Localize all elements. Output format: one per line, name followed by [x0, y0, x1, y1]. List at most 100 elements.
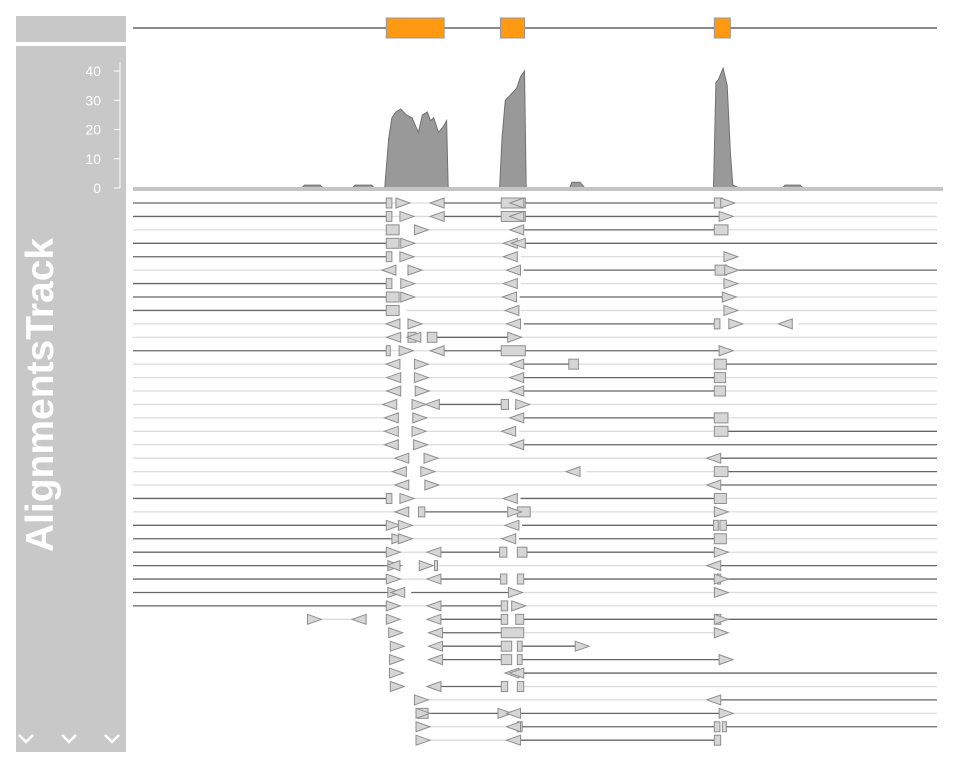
read-row [133, 465, 937, 478]
read-arrow-left [705, 694, 722, 706]
read-arrow-right [497, 707, 514, 720]
read-arrow-right [413, 371, 430, 384]
read-row [133, 331, 937, 344]
read-arrow-left [500, 533, 517, 545]
read-arrow-left [425, 546, 442, 558]
read-block [713, 734, 722, 746]
read-arrow-right [713, 573, 730, 585]
read-block [500, 680, 509, 692]
gene-track-title-panel [16, 16, 126, 42]
read-arrow-left [501, 251, 518, 263]
read-arrow-left [382, 425, 399, 438]
read-arrow-left [508, 412, 525, 424]
read-block [713, 425, 729, 437]
read-block [417, 506, 426, 518]
read-arrow-left [393, 452, 410, 464]
read-block [516, 680, 525, 692]
read-block [500, 600, 509, 612]
read-block [385, 197, 393, 209]
read-block [568, 358, 579, 370]
read-arrow-right [389, 680, 406, 693]
read-arrow-left [508, 358, 525, 370]
read-row [133, 237, 937, 249]
read-block [385, 345, 391, 357]
read-row [389, 640, 591, 652]
read-arrow-left [705, 559, 722, 572]
alignments-track-title-panel [16, 46, 126, 752]
gene-model [133, 17, 937, 39]
read-arrow-right [385, 600, 402, 612]
read-arrow-left [508, 371, 525, 384]
read-arrow-left [705, 479, 722, 491]
read-arrow-left [428, 197, 445, 209]
read-arrow-right [413, 439, 430, 451]
read-row [133, 251, 740, 263]
read-row [133, 277, 937, 290]
read-arrow-left [505, 707, 522, 720]
read-arrow-left [428, 210, 445, 223]
read-arrow-right [306, 613, 323, 626]
read-row [413, 694, 937, 706]
read-arrow-left [427, 640, 444, 652]
read-arrow-left [503, 304, 520, 317]
read-row [133, 264, 937, 276]
read-arrow-right [407, 318, 424, 330]
y-tick-label: 30 [85, 92, 101, 108]
read-row [133, 210, 937, 223]
read-arrow-left [508, 385, 525, 397]
read-arrow-left [501, 277, 518, 290]
read-arrow-left [508, 197, 525, 209]
read-arrow-right [728, 318, 745, 330]
chevron-down-icon[interactable] [102, 728, 122, 748]
read-block [713, 372, 727, 384]
y-tick-label: 0 [93, 180, 101, 196]
read-row [133, 345, 937, 357]
read-row [133, 479, 937, 491]
read-arrow-right [414, 385, 431, 397]
read-arrow-left [508, 667, 525, 679]
read-block [385, 304, 400, 316]
read-block [516, 546, 528, 558]
read-arrow-right [511, 600, 528, 612]
read-block [385, 278, 393, 290]
read-arrow-right [399, 492, 416, 505]
coverage-axis: 0 10 20 30 40 [85, 62, 121, 196]
read-arrow-left [505, 734, 522, 746]
read-arrow-right [398, 345, 415, 357]
read-block [713, 385, 727, 397]
gene-exon [385, 17, 445, 39]
read-arrow-right [413, 694, 430, 706]
read-row [133, 371, 937, 384]
read-arrow-left [508, 210, 525, 223]
read-row [133, 385, 937, 397]
read-block [713, 224, 729, 236]
read-arrow-right [713, 627, 730, 639]
read-row [133, 452, 937, 464]
read-arrow-right [389, 640, 406, 652]
read-row [415, 721, 937, 733]
read-arrow-right [411, 398, 428, 411]
read-arrow-left [427, 627, 444, 639]
read-block [500, 398, 509, 410]
read-arrow-left [508, 439, 525, 451]
chevron-down-icon[interactable] [59, 728, 79, 748]
read-arrow-right [515, 398, 532, 411]
read-row [133, 304, 937, 317]
read-row [133, 492, 937, 505]
read-block [516, 573, 525, 585]
y-tick-label: 40 [85, 63, 101, 79]
read-arrow-left [501, 291, 518, 303]
alignments-reads [133, 197, 937, 746]
read-row [133, 546, 937, 558]
read-arrow-left [564, 465, 581, 478]
read-row [133, 559, 937, 572]
read-arrow-right [400, 291, 417, 303]
read-row [133, 439, 937, 451]
y-tick-label: 10 [85, 151, 101, 167]
read-row [133, 506, 937, 518]
read-arrow-left [389, 586, 406, 599]
chevron-down-icon[interactable] [16, 728, 36, 748]
read-row [133, 412, 937, 424]
read-arrow-right [407, 264, 424, 276]
